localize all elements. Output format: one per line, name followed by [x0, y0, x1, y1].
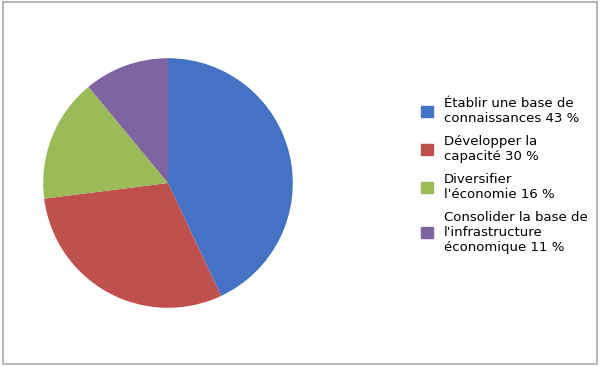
Wedge shape	[44, 183, 221, 308]
Wedge shape	[88, 58, 168, 183]
Wedge shape	[168, 58, 293, 296]
Legend: Établir une base de
connaissances 43 %, Développer la
capacité 30 %, Diversifier: Établir une base de connaissances 43 %, …	[415, 91, 594, 261]
Wedge shape	[43, 87, 168, 199]
